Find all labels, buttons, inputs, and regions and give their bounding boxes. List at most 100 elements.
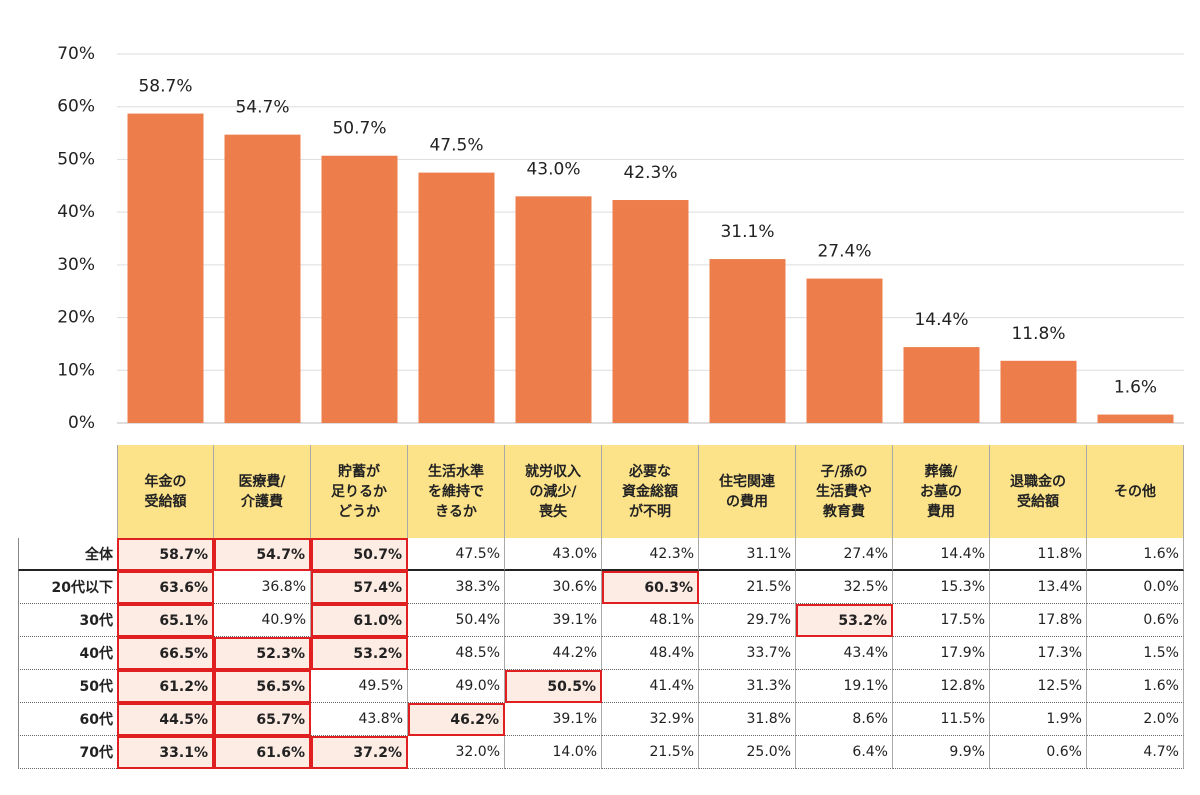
y-tick-label: 0% bbox=[68, 413, 95, 433]
highlighted-cell: 61.2% bbox=[117, 670, 214, 703]
table-cell: 36.8% bbox=[214, 571, 311, 604]
table-cell: 25.0% bbox=[699, 736, 796, 769]
value-label: 14.4% bbox=[914, 310, 968, 330]
bar bbox=[321, 155, 398, 423]
table-cell: 4.7% bbox=[1087, 736, 1184, 769]
table-cell: 0.6% bbox=[990, 736, 1087, 769]
highlighted-cell: 50.5% bbox=[505, 670, 602, 703]
highlighted-cell: 33.1% bbox=[117, 736, 214, 769]
table-cell: 31.1% bbox=[699, 538, 796, 571]
value-label: 42.3% bbox=[623, 163, 677, 183]
bar bbox=[1000, 360, 1077, 423]
table-cell: 14.0% bbox=[505, 736, 602, 769]
highlighted-cell: 65.1% bbox=[117, 604, 214, 637]
table-cell: 29.7% bbox=[699, 604, 796, 637]
value-label: 43.0% bbox=[526, 159, 580, 179]
table-cell: 1.6% bbox=[1087, 670, 1184, 703]
row-label: 50代 bbox=[18, 670, 117, 703]
bar bbox=[709, 259, 786, 423]
column-header: 生活水準 を維持で きるか bbox=[408, 445, 505, 538]
table-cell: 17.9% bbox=[893, 637, 990, 670]
y-tick-label: 70% bbox=[57, 44, 95, 64]
y-tick-label: 10% bbox=[57, 360, 95, 380]
row-label: 60代 bbox=[18, 703, 117, 736]
highlighted-cell: 50.7% bbox=[311, 538, 408, 571]
bar bbox=[612, 200, 689, 423]
table-cell: 1.9% bbox=[990, 703, 1087, 736]
column-header: 子/孫の 生活費や 教育費 bbox=[796, 445, 893, 538]
y-tick-label: 50% bbox=[57, 149, 95, 169]
table-cell: 49.5% bbox=[311, 670, 408, 703]
bar bbox=[903, 347, 980, 423]
value-label: 11.8% bbox=[1011, 324, 1065, 344]
table-cell: 43.4% bbox=[796, 637, 893, 670]
row-label: 40代 bbox=[18, 637, 117, 670]
table-cell: 48.4% bbox=[602, 637, 699, 670]
row-label: 30代 bbox=[18, 604, 117, 637]
row-label: 70代 bbox=[18, 736, 117, 769]
value-label: 31.1% bbox=[720, 222, 774, 242]
y-tick-label: 20% bbox=[57, 308, 95, 328]
row-label: 20代以下 bbox=[18, 571, 117, 604]
table-cell: 31.8% bbox=[699, 703, 796, 736]
chart: 0% 10% 20% 30% 40% 50% 60% 70% 58.7% 54.7% 50.7% 47… bbox=[57, 44, 1184, 433]
table-cell: 48.1% bbox=[602, 604, 699, 637]
table-cell: 43.0% bbox=[505, 538, 602, 571]
table-cell: 30.6% bbox=[505, 571, 602, 604]
table-cell: 12.5% bbox=[990, 670, 1087, 703]
table-cell: 32.0% bbox=[408, 736, 505, 769]
table-cell: 17.5% bbox=[893, 604, 990, 637]
table-cell: 8.6% bbox=[796, 703, 893, 736]
highlighted-cell: 63.6% bbox=[117, 571, 214, 604]
table-cell: 40.9% bbox=[214, 604, 311, 637]
highlighted-cell: 53.2% bbox=[796, 604, 893, 637]
bar bbox=[806, 278, 883, 423]
table-cell: 11.8% bbox=[990, 538, 1087, 571]
column-header: 就労収入 の減少/ 喪失 bbox=[505, 445, 602, 538]
highlighted-cell: 57.4% bbox=[311, 571, 408, 604]
table-cell: 38.3% bbox=[408, 571, 505, 604]
value-label: 58.7% bbox=[138, 77, 192, 97]
table-cell: 21.5% bbox=[602, 736, 699, 769]
highlighted-cell: 61.6% bbox=[214, 736, 311, 769]
highlighted-cell: 58.7% bbox=[117, 538, 214, 571]
column-header: 退職金の 受給額 bbox=[990, 445, 1087, 538]
table-cell: 32.9% bbox=[602, 703, 699, 736]
bar bbox=[224, 134, 301, 423]
table-cell: 6.4% bbox=[796, 736, 893, 769]
table-cell: 42.3% bbox=[602, 538, 699, 571]
highlighted-cell: 61.0% bbox=[311, 604, 408, 637]
table-cell: 0.0% bbox=[1087, 571, 1184, 604]
highlighted-cell: 56.5% bbox=[214, 670, 311, 703]
table-cell: 19.1% bbox=[796, 670, 893, 703]
table-cell: 39.1% bbox=[505, 703, 602, 736]
column-header: 必要な 資金総額 が不明 bbox=[602, 445, 699, 538]
column-header: 葬儀/ お墓の 費用 bbox=[893, 445, 990, 538]
table-cell: 14.4% bbox=[893, 538, 990, 571]
highlighted-cell: 37.2% bbox=[311, 736, 408, 769]
highlighted-cell: 52.3% bbox=[214, 637, 311, 670]
table-cell: 17.8% bbox=[990, 604, 1087, 637]
bar bbox=[515, 196, 592, 423]
row-label: 全体 bbox=[18, 538, 117, 571]
highlighted-cell: 44.5% bbox=[117, 703, 214, 736]
value-label: 47.5% bbox=[429, 136, 483, 156]
highlighted-cell: 54.7% bbox=[214, 538, 311, 571]
table-cell: 43.8% bbox=[311, 703, 408, 736]
table-cell: 50.4% bbox=[408, 604, 505, 637]
table-cell: 0.6% bbox=[1087, 604, 1184, 637]
table-cell: 31.3% bbox=[699, 670, 796, 703]
table-cell: 32.5% bbox=[796, 571, 893, 604]
table-cell: 1.6% bbox=[1087, 538, 1184, 571]
table-cell: 47.5% bbox=[408, 538, 505, 571]
value-label: 50.7% bbox=[332, 119, 386, 139]
column-header: 住宅関連 の費用 bbox=[699, 445, 796, 538]
table-cell: 1.5% bbox=[1087, 637, 1184, 670]
highlighted-cell: 46.2% bbox=[408, 703, 505, 736]
column-header: 貯蓄が 足りるか どうか bbox=[311, 445, 408, 538]
table-cell: 11.5% bbox=[893, 703, 990, 736]
highlighted-cell: 65.7% bbox=[214, 703, 311, 736]
column-header: その他 bbox=[1087, 445, 1184, 538]
table-cell: 21.5% bbox=[699, 571, 796, 604]
highlighted-cell: 66.5% bbox=[117, 637, 214, 670]
